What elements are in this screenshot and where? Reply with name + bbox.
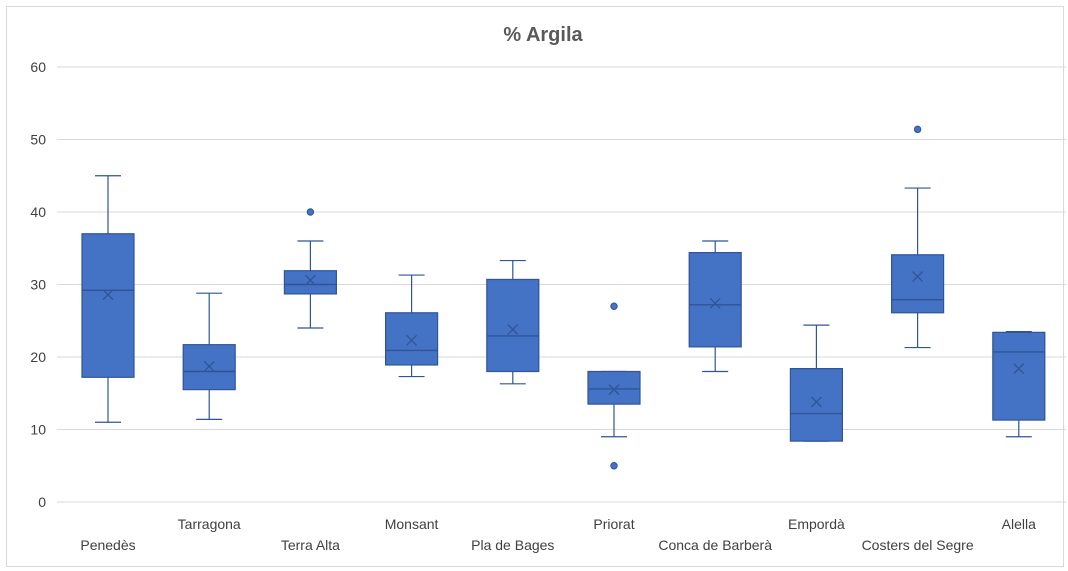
box-5 <box>486 259 540 385</box>
box-2 <box>182 292 236 420</box>
iqr-box <box>688 252 742 348</box>
category-label: Terra Alta <box>281 537 340 553</box>
y-tick-label: 30 <box>30 277 46 293</box>
outlier-point <box>610 462 618 470</box>
box-3 <box>283 208 337 329</box>
y-tick-label: 40 <box>30 204 46 220</box>
mean-marker <box>608 384 620 396</box>
y-tick-label: 20 <box>30 349 46 365</box>
box-4 <box>385 274 439 378</box>
category-label: Tarragona <box>178 516 241 532</box>
category-label: Alella <box>1002 516 1036 532</box>
iqr-box <box>587 370 641 405</box>
category-label: Priorat <box>593 516 634 532</box>
outlier-point <box>610 302 618 310</box>
iqr-box <box>81 233 135 378</box>
category-label: Empordà <box>788 516 845 532</box>
y-tick-label: 10 <box>30 422 46 438</box>
outlier-point <box>913 125 922 134</box>
box-1 <box>81 175 135 423</box>
gridlines <box>57 66 1066 503</box>
mean-marker <box>1013 363 1025 375</box>
box-10 <box>992 331 1046 438</box>
y-tick-label: 50 <box>30 132 46 148</box>
box-7 <box>688 240 742 373</box>
category-label: Monsant <box>385 516 439 532</box>
iqr-box <box>789 368 844 442</box>
y-tick-label: 0 <box>38 494 46 510</box>
mean-marker <box>709 297 721 309</box>
iqr-box <box>385 312 439 366</box>
box-8 <box>789 324 844 442</box>
outlier-point <box>306 208 315 216</box>
boxes <box>81 125 1046 470</box>
category-labels: Penedès Tarragona Terra Alta Monsant Pla de … <box>80 516 1036 553</box>
iqr-box <box>890 254 945 314</box>
box-6 <box>587 302 641 470</box>
mean-marker <box>304 274 316 286</box>
mean-marker <box>406 334 418 346</box>
chart-title: % Argila <box>503 24 583 46</box>
box-9 <box>890 125 945 349</box>
category-label: Costers del Segre <box>862 537 974 553</box>
mean-marker <box>203 360 215 372</box>
mean-marker <box>912 271 924 282</box>
iqr-box <box>992 331 1046 421</box>
mean-marker <box>507 323 519 335</box>
mean-marker <box>810 396 822 408</box>
category-label: Conca de Barberà <box>658 537 772 553</box>
y-axis-ticks: 0 10 20 30 40 50 60 <box>30 59 46 510</box>
category-label: Pla de Bages <box>471 537 554 553</box>
iqr-box <box>283 270 337 295</box>
mean-marker <box>102 289 114 301</box>
iqr-box <box>486 278 540 373</box>
y-tick-label: 60 <box>30 59 46 75</box>
category-label: Penedès <box>80 537 135 553</box>
